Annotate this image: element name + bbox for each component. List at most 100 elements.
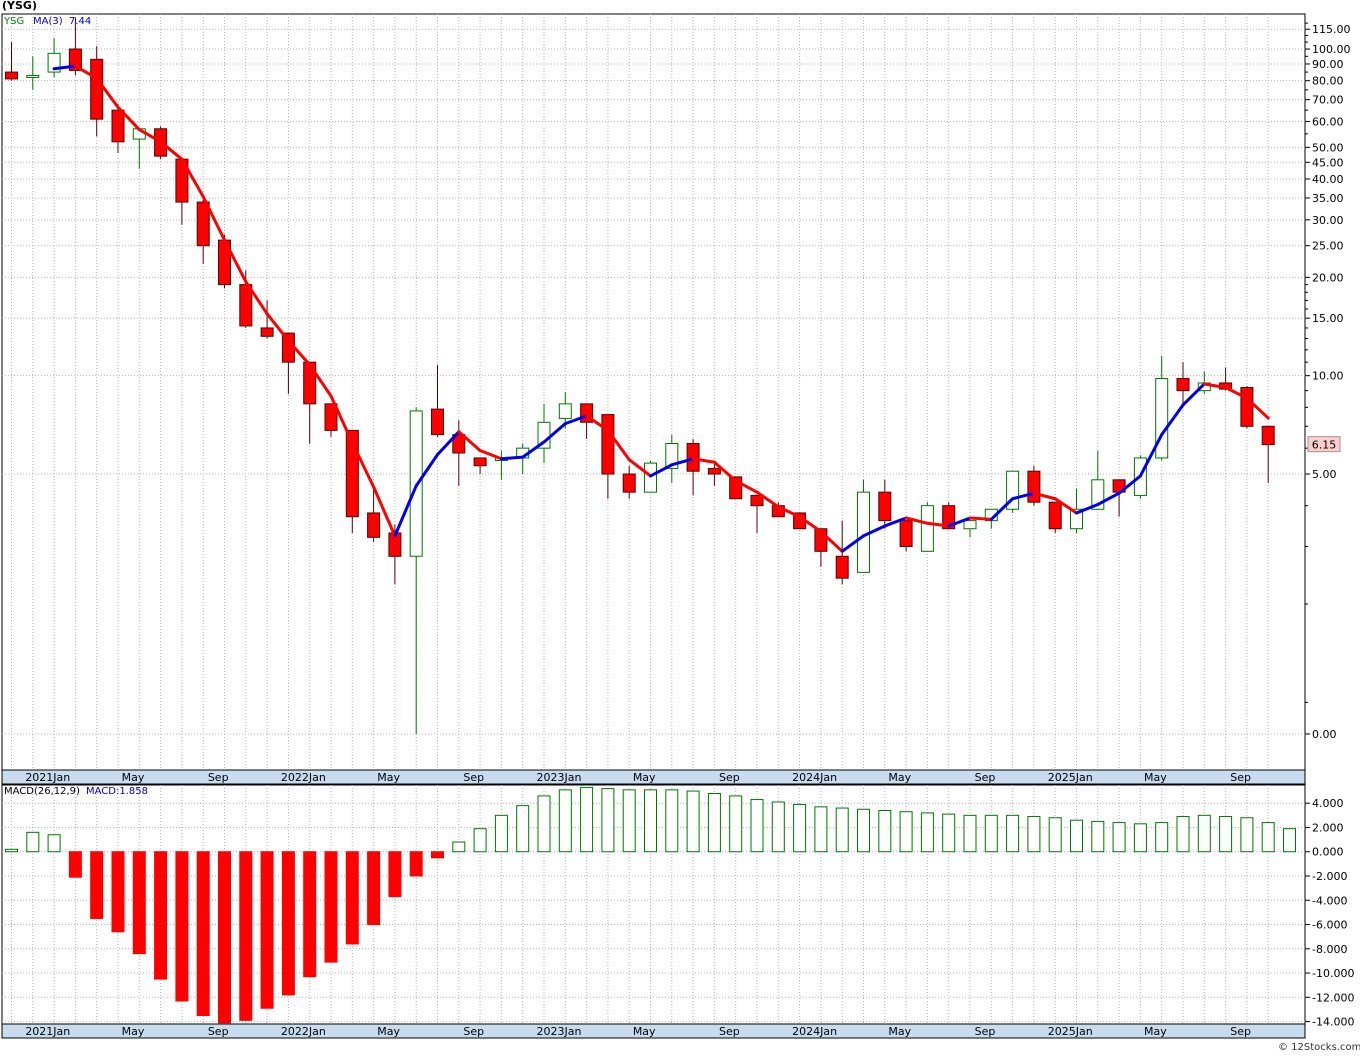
macd-bar-negative <box>175 851 189 1002</box>
candle-down <box>111 109 125 143</box>
macd-bar-positive <box>1027 816 1041 853</box>
ma-line-segment <box>862 524 887 538</box>
candle-down <box>367 512 381 538</box>
macd-bar-negative <box>68 851 82 878</box>
macd-y-tick-label: 0.000 <box>1312 846 1344 859</box>
candle-down <box>1027 470 1041 503</box>
date-axis-label-lower: Sep <box>208 1025 229 1038</box>
candle-down <box>90 58 104 120</box>
macd-bar-positive <box>537 795 551 853</box>
date-axis-label-upper: Sep <box>975 771 996 784</box>
date-axis-label-upper: Sep <box>208 771 229 784</box>
macd-bar-negative <box>132 851 146 955</box>
ma-line-segment <box>436 430 461 457</box>
macd-bar-negative <box>260 851 274 1009</box>
date-axis-label-lower: Sep <box>719 1025 740 1038</box>
price-y-tick-label: 50.00 <box>1312 141 1344 154</box>
ma-line-segment <box>904 516 929 525</box>
macd-bar-negative <box>409 851 423 877</box>
price-y-tick-label: 30.00 <box>1312 214 1344 227</box>
date-axis-label-upper: May <box>633 771 656 784</box>
price-y-tick-label: 0.00 <box>1312 728 1337 741</box>
date-axis-label-upper: May <box>377 771 400 784</box>
ma-line-segment <box>670 457 695 467</box>
candle-down <box>431 408 444 436</box>
macd-y-tick-label: -4.000 <box>1312 894 1347 907</box>
candle-up <box>920 505 934 552</box>
macd-bar-positive <box>473 828 487 853</box>
macd-bar-positive <box>835 807 849 853</box>
ma-line-segment <box>521 440 546 459</box>
macd-y-tick-label: -14.000 <box>1312 1016 1354 1029</box>
date-axis-label-upper: 2025Jan <box>1048 771 1093 784</box>
candle-up <box>857 491 870 573</box>
macd-bar-positive <box>942 813 956 853</box>
macd-bar-positive <box>1176 816 1190 853</box>
macd-y-tick-label: 2.000 <box>1312 821 1344 834</box>
date-axis-label-lower: 2025Jan <box>1048 1025 1093 1038</box>
ma-line-segment <box>606 428 631 462</box>
candle-up <box>1070 508 1083 530</box>
legend-ma-value: 7.44 <box>69 16 92 27</box>
legend-symbol: YSG <box>4 16 25 27</box>
ma-line-segment <box>393 484 418 538</box>
macd-bar-negative <box>303 851 317 978</box>
macd-bar-positive <box>729 795 743 853</box>
ma-line-segment <box>1245 396 1270 420</box>
candle-down <box>1048 501 1062 530</box>
ma-line-segment <box>840 534 865 553</box>
candle-down <box>942 505 956 530</box>
date-axis-label-upper: Sep <box>719 771 740 784</box>
macd-y-tick-label: 4.000 <box>1312 797 1344 810</box>
candle-up <box>26 74 40 78</box>
ma-line-segment <box>542 422 567 444</box>
price-y-tick-label: 35.00 <box>1312 192 1344 205</box>
date-axis-label-upper: May <box>122 771 145 784</box>
ma-line-segment <box>137 128 163 144</box>
date-axis-label-lower: May <box>888 1025 911 1038</box>
candle-down <box>324 403 338 431</box>
candle-up <box>963 520 977 530</box>
macd-bar-negative <box>281 851 295 996</box>
date-axis-label-lower: 2022Jan <box>281 1025 326 1038</box>
macd-bar-positive <box>1133 823 1147 853</box>
ma-line-segment <box>1202 382 1228 390</box>
macd-bar-positive <box>580 786 594 853</box>
ma-line-segment <box>350 441 376 489</box>
candle-down <box>260 327 274 337</box>
date-axis-label-upper: Sep <box>463 771 484 784</box>
date-axis-label-upper: Sep <box>1230 771 1251 784</box>
date-axis-label-lower: May <box>1144 1025 1167 1038</box>
macd-bar-negative <box>324 851 338 963</box>
candle-down <box>899 520 913 547</box>
candle-down <box>1261 425 1275 446</box>
ma-line-segment <box>712 460 738 483</box>
candle-down <box>750 494 764 507</box>
macd-bar-positive <box>1283 828 1296 853</box>
candle-down <box>196 201 210 247</box>
ma-line-segment <box>223 238 248 284</box>
macd-bar-positive <box>878 809 892 853</box>
ma-line-segment <box>95 76 120 109</box>
candle-down <box>622 473 636 493</box>
macd-bar-negative <box>111 851 125 933</box>
price-y-tick-label: 5.00 <box>1312 468 1337 481</box>
date-axis-label-upper: 2024Jan <box>792 771 837 784</box>
macd-bar-negative <box>345 851 359 945</box>
macd-bar-positive <box>920 812 934 853</box>
macd-bar-positive <box>793 803 807 853</box>
ticker-title: (YSG) <box>2 0 37 12</box>
macd-bar-positive <box>1048 817 1062 853</box>
legend-ma: MA(3) 7.44 <box>33 16 91 28</box>
ma-line-segment <box>457 430 482 453</box>
ma-line-segment <box>989 497 1015 521</box>
ma-line-segment <box>244 280 269 316</box>
date-axis-label-upper: 2023Jan <box>537 771 582 784</box>
price-y-tick-label: 25.00 <box>1312 240 1344 253</box>
date-axis-band-lower <box>1 1023 1306 1039</box>
macd-bar-positive <box>644 789 657 853</box>
ma-line-segment <box>1160 403 1185 437</box>
macd-bar-positive <box>771 801 785 853</box>
ma-line-segment <box>329 394 354 445</box>
